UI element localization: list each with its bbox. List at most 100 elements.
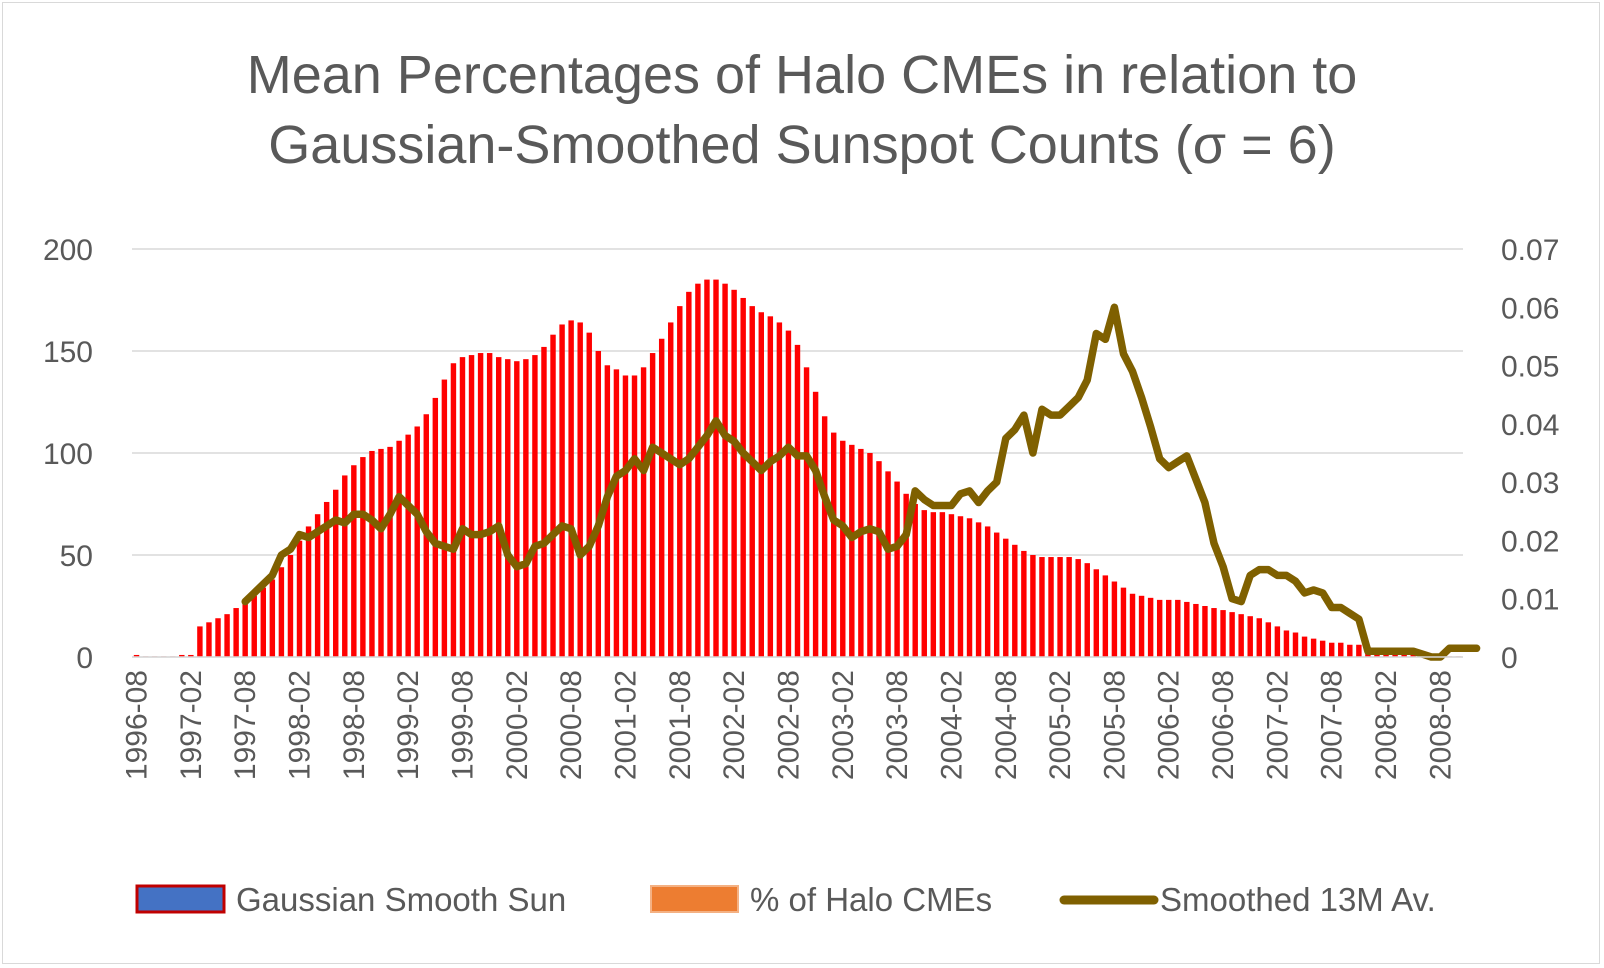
x-tick-label: 2006-08: [1207, 670, 1240, 780]
smoothed-13m-line: [241, 303, 1481, 661]
x-tick-label: 1996-08: [121, 670, 154, 780]
sunspot-bar: [821, 416, 828, 657]
y2-tick-label: 0.04: [1501, 409, 1559, 442]
sunspot-bar: [803, 367, 810, 657]
sunspot-bar: [1292, 632, 1299, 657]
sunspot-bar: [749, 306, 755, 657]
sunspot-bar: [188, 654, 194, 657]
x-tick-label: 2005-02: [1044, 670, 1077, 780]
sunspot-bar: [450, 363, 457, 657]
sunspot-bar: [224, 614, 230, 657]
y2-tick-label: 0.02: [1501, 525, 1559, 558]
x-tick-label: 2000-08: [555, 670, 588, 780]
sunspot-bar: [1274, 626, 1281, 657]
sunspot-bar: [251, 595, 257, 657]
sunspot-bar: [704, 279, 710, 657]
sunspot-bar: [993, 532, 1000, 657]
sunspot-bar: [1211, 608, 1217, 657]
sunspot-bar: [1356, 644, 1362, 657]
sunspot-bar: [1202, 606, 1208, 657]
sunspot-bar: [1075, 559, 1081, 657]
sunspot-bar: [1066, 557, 1072, 657]
y-tick-label: 100: [43, 438, 93, 471]
sunspot-bar: [1220, 610, 1226, 657]
sunspot-bar: [1347, 644, 1353, 657]
sunspot-bar: [731, 289, 737, 657]
sunspot-bar: [1301, 636, 1308, 657]
sunspot-bar: [649, 353, 656, 657]
sunspot-bar: [260, 587, 266, 657]
y2-tick-label: 0.07: [1501, 234, 1559, 267]
x-tick-label: 2001-02: [610, 670, 643, 780]
sunspot-bar: [677, 306, 683, 657]
legend: Gaussian Smooth Sun % of Halo CMEs Smoothe…: [135, 881, 1436, 918]
sunspot-bar: [477, 353, 484, 657]
sunspot-bar: [957, 516, 964, 657]
y2-tick-label: 0.05: [1501, 351, 1559, 384]
sunspot-bar: [514, 361, 520, 657]
x-tick-label: 1999-02: [392, 670, 425, 780]
y-tick-label: 50: [60, 540, 93, 573]
sunspot-bar: [722, 283, 728, 657]
x-tick-label: 2003-08: [881, 670, 914, 780]
x-tick-label: 1998-02: [284, 670, 317, 780]
y-tick-label: 200: [43, 234, 93, 267]
x-tick-label: 2000-02: [501, 670, 534, 780]
sunspot-bar: [767, 316, 774, 657]
y-tick-label: 0: [76, 642, 93, 675]
sunspot-bar: [396, 440, 402, 657]
legend-swatch-sunspot: [135, 884, 226, 914]
legend-label-sunspot: Gaussian Smooth Sun: [236, 881, 566, 918]
sunspot-bar: [405, 434, 411, 657]
sunspot-bar: [1138, 595, 1145, 657]
sunspot-bar: [287, 555, 294, 657]
sunspot-bar: [984, 526, 991, 657]
x-axis: 1996-08 1997-02 1997-08 1998-02 1998-08 1999-…: [121, 656, 1463, 780]
sunspot-bar: [387, 446, 393, 657]
sunspot-bar: [939, 512, 946, 657]
sunspot-bar: [323, 501, 330, 657]
y2-tick-label: 0.01: [1501, 584, 1559, 617]
sunspot-bar: [604, 365, 611, 657]
sunspot-bar: [1021, 550, 1027, 657]
sunspot-bar: [459, 357, 466, 657]
sunspot-bar: [1338, 642, 1344, 657]
sunspot-bar: [414, 426, 420, 657]
sunspot-bar: [378, 448, 384, 657]
sunspot-bar: [930, 512, 937, 657]
sunspot-bar: [912, 504, 918, 657]
sunspot-bar: [441, 379, 448, 657]
sunspot-bar: [1256, 618, 1262, 657]
sunspot-bar: [740, 297, 746, 657]
sunspot-bar: [342, 475, 348, 657]
sunspot-bar: [1111, 581, 1118, 657]
cme-line-layer: [241, 303, 1481, 661]
sunspot-bar: [1265, 622, 1272, 657]
x-tick-label: 2008-02: [1370, 670, 1403, 780]
sunspot-bar: [966, 518, 973, 657]
sunspot-bar: [1030, 555, 1036, 657]
sunspot-bar: [1057, 557, 1063, 657]
sunspot-bar: [1084, 563, 1090, 657]
sunspot-bar: [903, 493, 909, 657]
legend-label-halo-cme: % of Halo CMEs: [750, 881, 992, 918]
sunspot-bar: [858, 448, 864, 657]
x-tick-label: 2001-08: [664, 670, 697, 780]
sunspot-bar: [713, 279, 719, 657]
sunspot-bar: [541, 346, 547, 657]
x-tick-label: 1998-08: [338, 670, 371, 780]
sunspot-bar: [975, 522, 982, 657]
legend-swatch-halo-cme: [650, 885, 739, 913]
sunspot-bar: [305, 526, 312, 657]
sunspot-bar: [921, 510, 927, 657]
sunspot-bar: [894, 481, 900, 657]
chart-title: Mean Percentages of Halo CMEs in relatio…: [0, 40, 1604, 180]
x-tick-label: 2006-02: [1153, 670, 1186, 780]
sunspot-bar: [333, 489, 339, 657]
sunspot-bar: [758, 312, 764, 657]
sunspot-bar: [550, 334, 556, 657]
sunspot-bar: [1238, 614, 1244, 657]
sunspot-bar: [658, 338, 665, 657]
sunspot-bar: [1147, 597, 1154, 657]
sunspot-bar: [133, 654, 140, 657]
